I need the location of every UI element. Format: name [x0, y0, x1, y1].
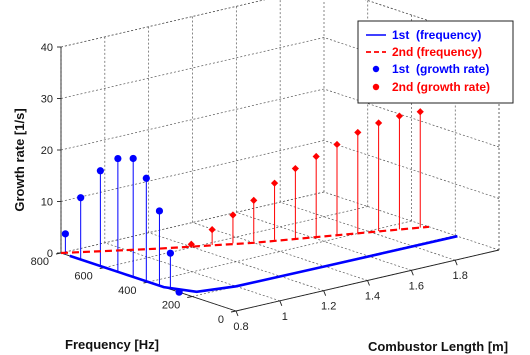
legend-label-2nd-frequency: 2nd (frequency) — [392, 45, 482, 59]
y-tick-label-1: 200 — [162, 300, 180, 312]
x-tick-label-3: 1.4 — [365, 291, 380, 303]
y-tick-label-3: 600 — [74, 271, 92, 283]
y-tick-label-4: 800 — [31, 256, 49, 268]
x-tick-mark-0 — [235, 310, 239, 317]
z-axis-title: Growth rate [1/s] — [12, 108, 27, 211]
growth-marker-series-1-2 — [229, 211, 237, 219]
frequency-line-series-1 — [60, 225, 430, 255]
floor-gridline-y-2 — [148, 220, 412, 283]
growth-marker-series-1-11 — [416, 108, 424, 116]
x-tick-mark-2 — [323, 290, 327, 296]
growth-marker-series-1-3 — [250, 196, 258, 204]
growth-marker-series-0-7 — [166, 249, 174, 257]
growth-marker-series-0-0 — [61, 230, 69, 238]
growth-marker-series-0-1 — [77, 194, 85, 202]
growth-marker-series-1-4 — [270, 179, 279, 187]
back-wall-gridline-z-3 — [60, 37, 325, 99]
x-tick-label-2: 1.2 — [321, 301, 336, 313]
back-wall-gridline-z-4 — [60, 0, 266, 48]
x-tick-mark-4 — [410, 270, 414, 276]
y-tick-label-0: 0 — [218, 314, 224, 326]
legend: 1st (frequency) 2nd (frequency) 1st (gro… — [357, 20, 514, 104]
legend-marker-1st-growth — [372, 65, 380, 73]
growth-marker-series-1-1 — [208, 226, 216, 234]
side-wall-gridline-z-0 — [323, 191, 500, 251]
growth-marker-series-0-3 — [114, 154, 122, 163]
growth-marker-series-1-5 — [291, 164, 299, 173]
y-tick-mark-0 — [230, 310, 237, 313]
z-tick-label-1: 10 — [41, 197, 53, 209]
x-tick-mark-3 — [367, 280, 370, 286]
growth-marker-series-0-4 — [129, 154, 137, 163]
z-tick-label-4: 40 — [41, 42, 53, 54]
x-tick-mark-5 — [454, 259, 458, 266]
frequency-line-series-0 — [69, 234, 458, 294]
growth-marker-series-1-10 — [395, 112, 404, 120]
growth-marker-series-0-8 — [175, 288, 183, 296]
legend-marker-2nd-growth — [372, 83, 380, 91]
growth-marker-series-1-0 — [187, 240, 195, 248]
x-axis-title: Combustor Length [m] — [368, 339, 508, 354]
box-edge-top-side — [365, 0, 500, 45]
legend-label-1st-growth: 1st (growth rate) — [392, 62, 489, 76]
y-axis-title: Frequency [Hz] — [65, 337, 159, 352]
x-tick-label-1: 1 — [282, 311, 288, 323]
side-wall-gridline-z-2 — [323, 88, 500, 148]
growth-marker-series-1-6 — [312, 152, 320, 161]
growth-marker-series-1-8 — [354, 128, 362, 137]
x-tick-label-4: 1.6 — [409, 280, 424, 292]
back-wall-gridline-z-1 — [60, 140, 325, 202]
y-tick-label-2: 400 — [118, 285, 136, 297]
series-layer — [60, 108, 458, 296]
y-tick-mark-1 — [187, 296, 193, 298]
x-tick-mark-1 — [279, 300, 283, 307]
x-tick-label-5: 1.8 — [453, 270, 468, 282]
z-tick-label-0: 0 — [47, 248, 53, 260]
z-tick-label-3: 30 — [41, 94, 53, 106]
side-wall-gridline-z-1 — [323, 140, 500, 199]
box-edge-top-back — [60, 0, 266, 48]
x-tick-label-0: 0.8 — [233, 321, 248, 333]
legend-label-2nd-growth: 2nd (growth rate) — [392, 80, 490, 94]
growth-marker-series-0-6 — [155, 207, 164, 215]
floor-gridline-x-4 — [236, 212, 412, 271]
growth-marker-series-1-7 — [333, 140, 341, 149]
floor-gridline-x-3 — [192, 222, 368, 281]
growth-marker-series-0-2 — [96, 167, 104, 175]
legend-label-1st-frequency: 1st (frequency) — [392, 28, 481, 42]
floor-gridline-y-3 — [104, 206, 368, 268]
growth-marker-series-0-5 — [142, 174, 150, 182]
z-tick-label-2: 20 — [41, 145, 53, 157]
back-wall-gridline-z-2 — [60, 88, 325, 151]
growth-marker-series-1-9 — [375, 119, 383, 127]
back-wall-gridline-z-0 — [60, 191, 325, 254]
